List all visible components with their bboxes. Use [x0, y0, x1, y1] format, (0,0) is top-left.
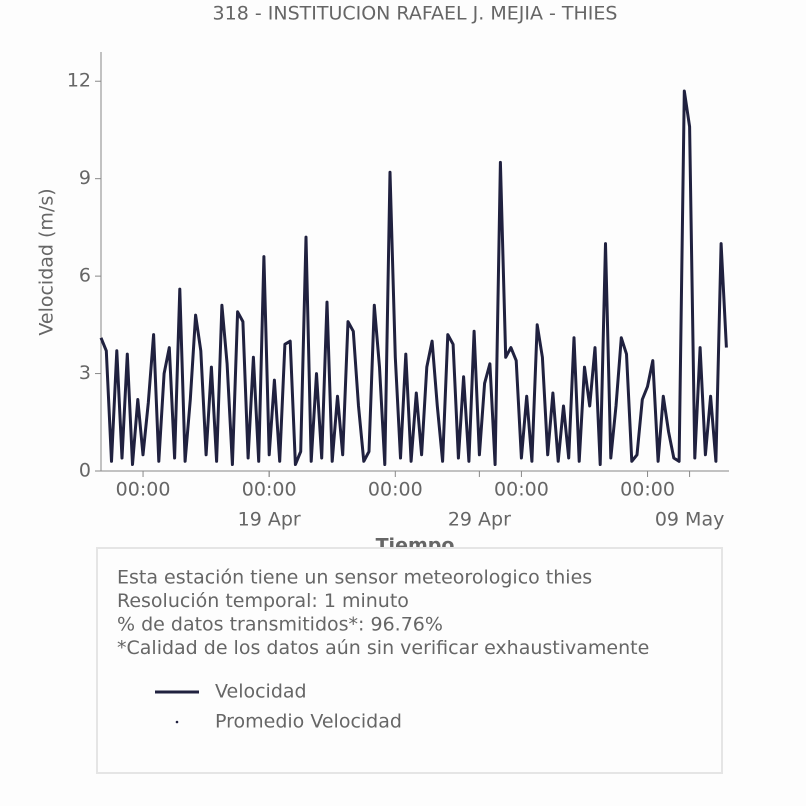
x-date-label: 29 Apr [448, 509, 511, 531]
note-text: Resolución temporal: 1 minuto [117, 590, 409, 612]
y-tick-label: 0 [79, 460, 91, 482]
note-text: Esta estación tiene un sensor meteorolog… [117, 567, 592, 589]
y-axis-label: Velocidad (m/s) [36, 188, 58, 335]
y-tick-label: 9 [79, 167, 91, 189]
x-date-label: 09 May [655, 509, 725, 531]
legend-box [96, 547, 723, 774]
legend-label: Velocidad [215, 681, 307, 703]
legend-marker [175, 720, 179, 724]
note-text: % de datos transmitidos*: 96.76% [117, 614, 443, 636]
x-tick-label: 00:00 [242, 479, 297, 501]
y-tick-label: 3 [79, 362, 91, 384]
x-tick-label: 00:00 [620, 479, 675, 501]
x-tick-label: 00:00 [494, 479, 549, 501]
x-tick-label: 00:00 [368, 479, 423, 501]
x-date-label: 19 Apr [238, 509, 301, 531]
y-tick-label: 12 [67, 70, 91, 92]
x-tick-label: 00:00 [116, 479, 171, 501]
legend-label: Promedio Velocidad [215, 711, 402, 733]
data-line [99, 89, 728, 466]
note-text: *Calidad de los datos aún sin verificar … [117, 637, 649, 659]
y-tick-label: 6 [79, 265, 91, 287]
chart-title: 318 - INSTITUCION RAFAEL J. MEJIA - THIE… [213, 3, 618, 25]
